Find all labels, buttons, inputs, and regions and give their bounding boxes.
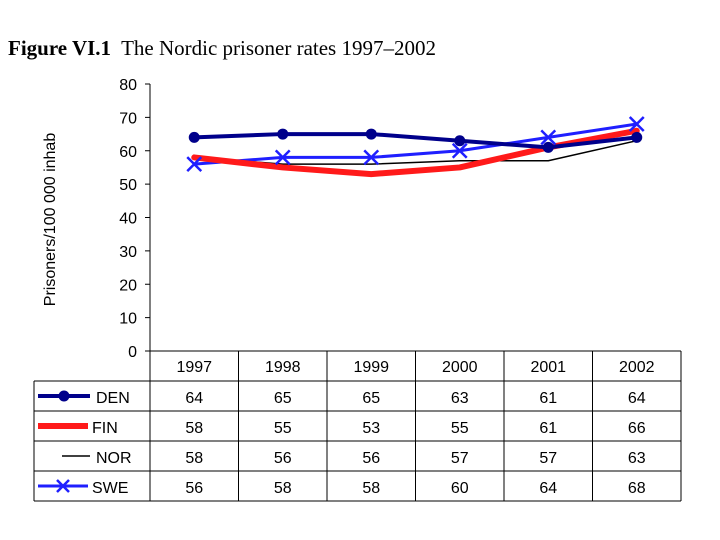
x-category-label: 2000: [442, 359, 478, 376]
data-point-den: [365, 128, 377, 140]
x-category-label: 1998: [265, 359, 301, 376]
y-tick-label: 60: [119, 144, 137, 161]
data-label-fin: 61: [539, 420, 557, 437]
data-label-nor: 57: [539, 450, 557, 467]
series-line-den: [192, 132, 639, 150]
data-point-den: [454, 135, 466, 147]
x-category-label: 2001: [530, 359, 566, 376]
data-label-nor: 63: [628, 450, 646, 467]
data-point-den: [188, 131, 200, 143]
data-label-swe: 58: [274, 480, 292, 497]
x-category-label: 1997: [176, 359, 212, 376]
legend-label-nor: NOR: [96, 450, 132, 467]
data-label-nor: 58: [185, 450, 203, 467]
y-tick-label: 0: [128, 344, 137, 361]
data-label-swe: 64: [539, 480, 557, 497]
y-tick-label: 20: [119, 277, 137, 294]
data-label-fin: 55: [451, 420, 469, 437]
legend-label-swe: SWE: [92, 480, 128, 497]
y-tick-label: 50: [119, 177, 137, 194]
y-tick-label: 70: [119, 110, 137, 127]
figure-caption: The Nordic prisoner rates 1997–2002: [121, 36, 436, 60]
data-point-swe: [274, 149, 291, 166]
figure-title: Figure VI.1 The Nordic prisoner rates 199…: [8, 36, 436, 61]
data-point-swe: [451, 142, 468, 159]
y-tick-label: 80: [119, 77, 137, 94]
series-line-swe: [192, 122, 639, 166]
data-point-swe: [540, 129, 557, 146]
data-label-fin: 66: [628, 420, 646, 437]
data-label-swe: 56: [185, 480, 203, 497]
legend-label-den: DEN: [96, 390, 130, 407]
data-label-den: 64: [628, 390, 646, 407]
data-point-swe: [363, 149, 380, 166]
data-point-swe: [628, 116, 645, 132]
data-label-fin: 55: [274, 420, 292, 437]
data-label-swe: 68: [628, 480, 646, 497]
data-label-den: 65: [362, 390, 380, 407]
y-tick-label: 10: [119, 311, 137, 328]
data-label-nor: 57: [451, 450, 469, 467]
data-label-nor: 56: [274, 450, 292, 467]
y-tick-label: 30: [119, 244, 137, 261]
data-label-swe: 60: [451, 480, 469, 497]
data-point-den: [631, 131, 643, 143]
data-point-swe: [186, 156, 203, 172]
data-point-den: [542, 141, 554, 153]
data-label-fin: 58: [185, 420, 203, 437]
x-category-label: 1999: [353, 359, 389, 376]
legend-marker-den: [58, 390, 70, 402]
data-label-nor: 56: [362, 450, 380, 467]
y-axis-label: Prisoners/100 000 inhab: [42, 133, 59, 307]
data-label-den: 64: [185, 390, 203, 407]
x-category-label: 2002: [619, 359, 655, 376]
y-tick-label: 40: [119, 211, 137, 228]
data-label-den: 65: [274, 390, 292, 407]
data-label-den: 63: [451, 390, 469, 407]
legend-marker-swe: [56, 479, 70, 493]
data-label-fin: 53: [362, 420, 380, 437]
figure-number: Figure VI.1: [8, 36, 112, 60]
data-point-den: [277, 128, 289, 140]
legend-label-fin: FIN: [92, 420, 118, 437]
data-label-swe: 58: [362, 480, 380, 497]
data-label-den: 61: [539, 390, 557, 407]
